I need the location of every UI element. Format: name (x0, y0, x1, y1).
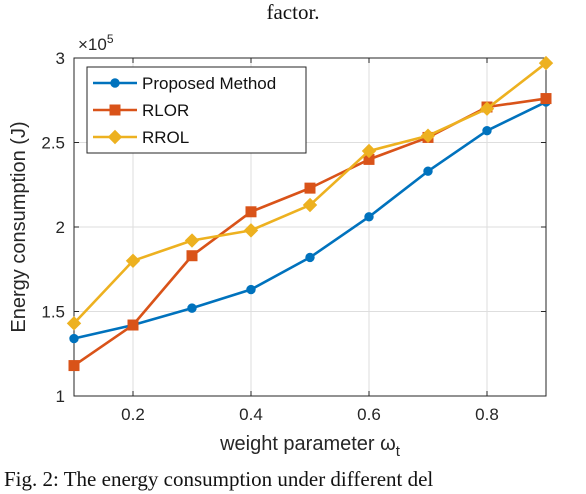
data-point (187, 303, 197, 313)
y-exponent-power: 5 (107, 32, 114, 46)
data-point (245, 206, 257, 218)
x-axis-label: weight parameter ωt (219, 433, 401, 460)
x-tick-label: 0.8 (475, 405, 499, 424)
legend-item: RROL (93, 128, 189, 147)
data-point (109, 104, 121, 116)
data-point (127, 319, 139, 331)
data-point (482, 125, 492, 136)
data-point (68, 360, 80, 372)
data-point (479, 101, 495, 116)
data-point (302, 197, 318, 213)
data-point (107, 129, 123, 145)
x-tick-label: 0.2 (121, 405, 145, 424)
data-point (66, 316, 82, 331)
data-point (69, 333, 79, 344)
data-point (243, 223, 259, 238)
data-point (305, 252, 315, 263)
data-point (246, 284, 256, 295)
y-tick-label: 3 (56, 49, 65, 68)
legend-item: Proposed Method (93, 74, 276, 93)
tick-labels: 0.2 0.4 0.6 0.8 1 1.5 2 2.5 3 ×105 (41, 32, 498, 424)
data-point (420, 128, 436, 143)
data-point (125, 253, 141, 269)
data-point (540, 93, 552, 105)
data-point (538, 55, 554, 71)
legend-label: Proposed Method (142, 74, 276, 93)
legend-label: RLOR (142, 101, 189, 120)
figure-caption: Fig. 2: The energy consumption under dif… (4, 467, 434, 491)
y-tick-label: 1 (56, 387, 65, 406)
legend-item: RLOR (93, 101, 189, 120)
preceding-caption-fragment: factor. (266, 0, 320, 24)
legend-label: RROL (142, 128, 189, 147)
data-series (66, 55, 554, 372)
y-tick-label: 2.5 (41, 134, 65, 153)
y-axis-label: Energy consumption (J) (8, 121, 30, 332)
data-point (361, 143, 377, 159)
series-rrol (66, 55, 554, 331)
legend: Proposed Method RLOR RROL (86, 66, 307, 154)
y-tick-label: 1.5 (41, 303, 65, 322)
x-axis-label-subscript: t (396, 443, 401, 460)
x-tick-label: 0.6 (357, 405, 381, 424)
data-point (304, 182, 316, 194)
x-tick-label: 0.4 (239, 405, 263, 424)
data-point (423, 166, 433, 176)
data-point (186, 250, 198, 262)
data-point (364, 212, 374, 222)
y-tick-label: 2 (56, 218, 65, 237)
axes-box (73, 57, 547, 397)
data-point (184, 233, 200, 248)
y-exponent-label: ×105 (78, 32, 114, 54)
data-point (110, 78, 120, 88)
